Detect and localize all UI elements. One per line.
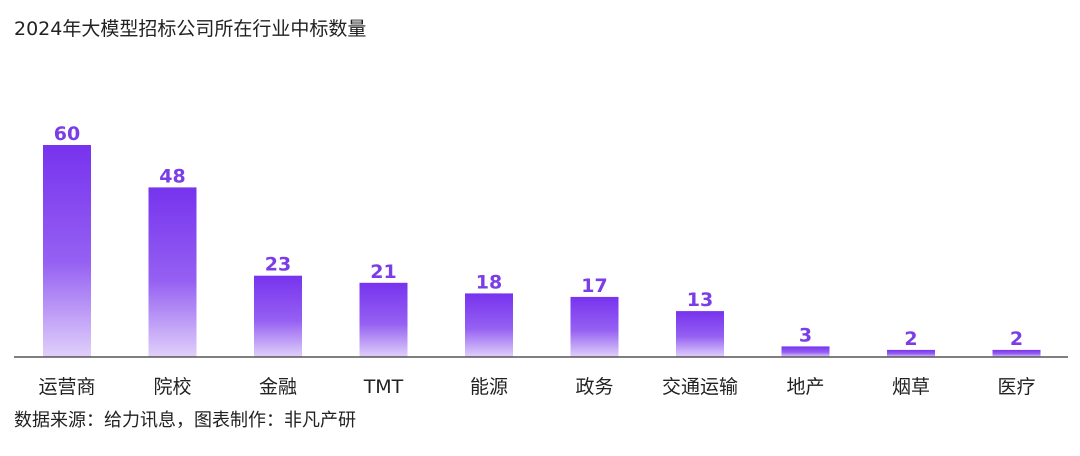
category-label-8: 地产 [786, 376, 824, 398]
category-label-9: 烟草 [892, 376, 930, 398]
data-label-8: 3 [799, 324, 812, 346]
data-label-3: 23 [265, 254, 291, 276]
category-label-3: 金融 [259, 376, 297, 398]
bar-8 [781, 346, 830, 357]
bar-5 [465, 293, 513, 357]
bar-4 [359, 282, 408, 357]
data-label-1: 60 [54, 123, 80, 145]
bar-6 [570, 296, 619, 357]
bar-10 [992, 349, 1041, 357]
data-label-10: 2 [1010, 328, 1023, 350]
data-label-6: 17 [581, 275, 607, 297]
value-labels-group: 60 48 23 21 18 17 13 3 2 2 [54, 123, 1023, 350]
category-label-10: 医疗 [997, 376, 1035, 398]
category-label-2: 院校 [153, 376, 191, 398]
source-note: 数据来源：给力讯息，图表制作：非凡产研 [14, 410, 356, 431]
category-label-6: 政务 [575, 376, 613, 398]
chart-title: 2024年大模型招标公司所在行业中标数量 [14, 18, 367, 40]
data-label-5: 18 [476, 271, 502, 293]
category-label-4: TMT [363, 376, 404, 398]
data-label-2: 48 [159, 165, 185, 187]
data-label-4: 21 [370, 261, 396, 283]
bar-2 [148, 187, 197, 357]
bar-1 [43, 145, 91, 357]
data-label-9: 2 [904, 328, 917, 350]
bar-3 [254, 275, 302, 357]
bar-7 [676, 311, 724, 357]
data-label-7: 13 [687, 289, 713, 311]
bar-9 [887, 349, 935, 357]
category-label-7: 交通运输 [662, 376, 738, 398]
bars-group [43, 145, 1041, 357]
category-label-1: 运营商 [38, 376, 95, 398]
category-labels-group: 运营商 院校 金融 TMT 能源 政务 交通运输 地产 烟草 医疗 [38, 376, 1035, 398]
category-label-5: 能源 [470, 376, 508, 398]
